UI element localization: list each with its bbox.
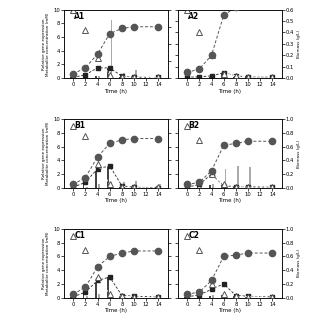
Bar — [212, 184, 214, 188]
Bar — [196, 296, 198, 298]
Bar — [225, 169, 226, 188]
Bar — [70, 77, 72, 78]
Bar — [212, 295, 214, 298]
Bar — [119, 296, 121, 298]
Bar — [111, 293, 112, 298]
Bar — [249, 77, 251, 78]
Bar — [233, 296, 235, 298]
X-axis label: Time (h): Time (h) — [218, 89, 241, 94]
Bar — [156, 297, 157, 298]
Bar — [99, 294, 100, 298]
Bar — [188, 297, 190, 298]
Bar — [233, 77, 235, 78]
Y-axis label: Relative gene expression
Metabolite concentration (mM): Relative gene expression Metabolite conc… — [42, 122, 50, 185]
Text: B2: B2 — [188, 121, 199, 130]
X-axis label: Time (h): Time (h) — [104, 198, 127, 204]
Text: A1: A1 — [74, 12, 85, 21]
Bar — [95, 76, 97, 78]
Bar — [107, 167, 109, 188]
Y-axis label: Relative gene expression
Metabolite concentration (mM): Relative gene expression Metabolite conc… — [42, 12, 50, 76]
Bar — [86, 187, 88, 188]
Bar — [159, 184, 161, 188]
Bar — [95, 171, 97, 188]
Bar — [123, 182, 124, 188]
Bar — [221, 73, 223, 78]
Bar — [200, 187, 202, 188]
Bar — [184, 297, 186, 298]
Bar — [123, 294, 124, 298]
Bar — [83, 76, 84, 78]
Bar — [99, 184, 100, 188]
Bar — [225, 293, 226, 298]
Bar — [111, 20, 112, 78]
Bar — [270, 297, 271, 298]
Bar — [273, 296, 275, 298]
Bar — [237, 295, 239, 298]
Bar — [107, 68, 109, 78]
Y-axis label: Biomass (g/L): Biomass (g/L) — [297, 249, 301, 277]
Bar — [111, 182, 112, 188]
Y-axis label: Biomass (g/L): Biomass (g/L) — [297, 30, 301, 58]
Bar — [233, 187, 235, 188]
Bar — [225, 75, 226, 78]
Bar — [74, 297, 76, 298]
X-axis label: Time (h): Time (h) — [104, 308, 127, 313]
Text: C2: C2 — [188, 231, 199, 240]
Bar — [196, 77, 198, 78]
X-axis label: Time (h): Time (h) — [218, 198, 241, 204]
Bar — [212, 77, 214, 78]
Bar — [70, 297, 72, 298]
Bar — [196, 184, 198, 188]
Bar — [86, 77, 88, 78]
Bar — [132, 187, 133, 188]
X-axis label: Time (h): Time (h) — [218, 308, 241, 313]
Bar — [249, 295, 251, 298]
Bar — [237, 76, 239, 78]
Bar — [83, 294, 84, 298]
Bar — [135, 294, 137, 298]
Bar — [135, 181, 137, 188]
Bar — [135, 70, 137, 78]
Text: C1: C1 — [74, 231, 85, 240]
Bar — [209, 77, 211, 78]
Bar — [209, 185, 211, 188]
Bar — [83, 184, 84, 188]
Bar — [209, 296, 211, 298]
Bar — [200, 296, 202, 298]
Bar — [86, 296, 88, 298]
Bar — [123, 73, 124, 78]
Y-axis label: Relative gene expression
Metabolite concentration (mM): Relative gene expression Metabolite conc… — [42, 232, 50, 295]
Bar — [132, 297, 133, 298]
Bar — [159, 77, 161, 78]
X-axis label: Time (h): Time (h) — [104, 89, 127, 94]
Text: A2: A2 — [188, 12, 199, 21]
Bar — [119, 187, 121, 188]
Bar — [99, 76, 100, 78]
Bar — [237, 166, 239, 188]
Bar — [107, 277, 109, 298]
Bar — [95, 283, 97, 298]
Y-axis label: Biomass (g/L): Biomass (g/L) — [297, 140, 301, 168]
Bar — [249, 167, 251, 188]
Bar — [159, 296, 161, 298]
Bar — [132, 77, 133, 78]
Text: B1: B1 — [74, 121, 85, 130]
Bar — [245, 187, 247, 188]
Bar — [273, 186, 275, 188]
Bar — [119, 77, 121, 78]
Bar — [245, 77, 247, 78]
Bar — [245, 297, 247, 298]
Bar — [221, 185, 223, 188]
Bar — [221, 295, 223, 298]
